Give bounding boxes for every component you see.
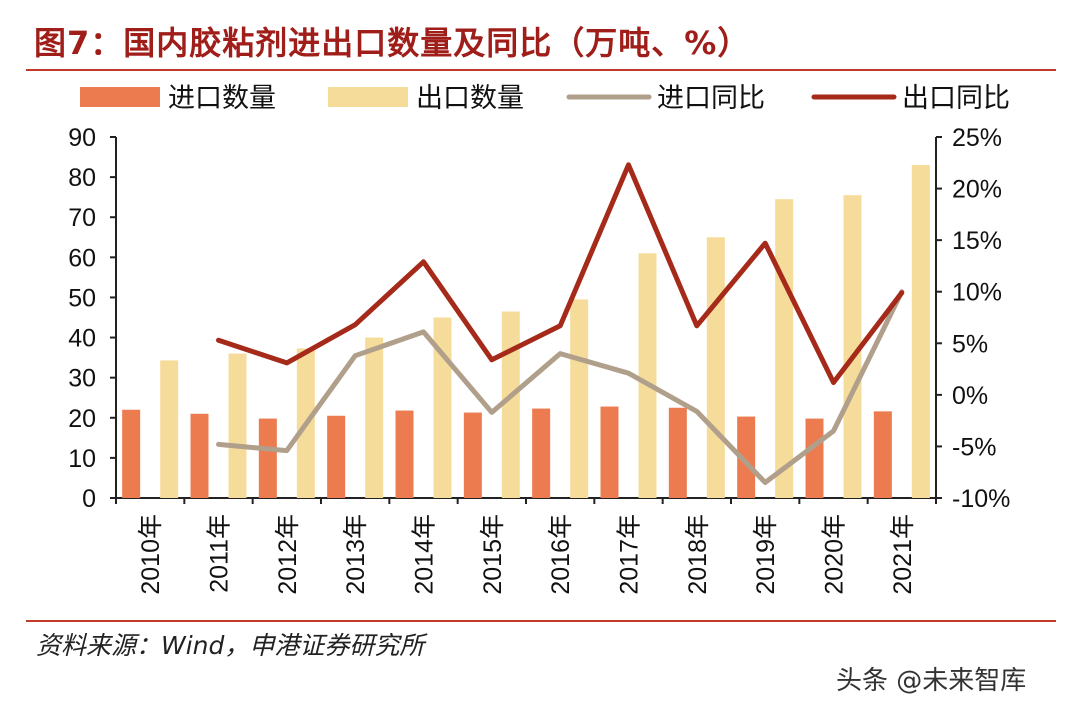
right-tick-label: -5%	[952, 433, 996, 461]
import-qty-bar	[873, 411, 892, 498]
import-qty-bar	[258, 418, 277, 498]
watermark: 头条 @未来智库	[836, 666, 1027, 696]
export-qty-bar	[638, 253, 657, 498]
export-qty-bar	[228, 353, 247, 498]
x-tick-label: 2017年	[616, 514, 644, 595]
legend-import-yoy-label: 进口同比	[657, 83, 765, 114]
import-qty-bar	[463, 412, 482, 498]
export-qty-bar	[501, 311, 520, 498]
left-tick-label: 40	[68, 325, 96, 353]
x-tick-label: 2011年	[206, 514, 234, 593]
export-qty-bar	[775, 199, 794, 498]
import-qty-bar	[190, 413, 209, 498]
left-tick-label: 10	[68, 445, 96, 473]
legend-export-yoy-label: 出口同比	[902, 83, 1010, 114]
x-tick-label: 2018年	[684, 514, 712, 595]
x-tick-label: 2021年	[889, 514, 917, 595]
import-qty-bar	[668, 407, 687, 498]
export-qty-bar	[706, 237, 725, 498]
legend-export-qty-label: 出口数量	[416, 83, 524, 114]
lines	[216, 162, 905, 485]
x-tick-label: 2015年	[479, 514, 507, 595]
chart-svg: 进口数量 出口数量 进口同比 出口同比 0 10 20 30 40 50 60 70 80 90 -10%…	[68, 83, 1010, 595]
export-qty-bar	[160, 360, 179, 498]
legend-import-qty-label: 进口数量	[168, 83, 276, 114]
left-tick-label: 60	[68, 244, 96, 272]
right-tick-label: 15%	[952, 227, 1002, 255]
left-tick-label: 80	[68, 164, 96, 192]
right-tick-label: 5%	[952, 330, 988, 358]
export-yoy-line	[216, 162, 905, 385]
x-tick-label: 2019年	[752, 514, 780, 595]
left-tick-label: 90	[68, 124, 96, 152]
left-tick-label: 30	[68, 365, 96, 393]
chart-title: 图7：国内胶粘剂进出口数量及同比（万吨、%）	[34, 24, 751, 62]
axes: 0 10 20 30 40 50 60 70 80 90 -10% -5% 0% 5% 10% 15% 20% 2…	[68, 124, 1010, 595]
right-tick-label: 10%	[952, 279, 1002, 307]
export-qty-bar	[365, 337, 384, 498]
bars	[122, 165, 930, 499]
title-divider	[26, 69, 1056, 71]
x-tick-label: 2013年	[342, 514, 370, 595]
import-qty-bar	[327, 415, 346, 498]
right-tick-label: 25%	[952, 124, 1002, 152]
x-tick-label: 2016年	[547, 514, 575, 595]
x-tick-label: 2010年	[137, 514, 165, 595]
right-tick-label: 0%	[952, 382, 988, 410]
legend-export-qty-swatch	[328, 87, 408, 107]
import-qty-bar	[805, 418, 824, 498]
left-tick-label: 20	[68, 405, 96, 433]
left-tick-label: 0	[82, 485, 96, 513]
x-tick-label: 2012年	[274, 514, 302, 595]
left-tick-label: 70	[68, 204, 96, 232]
import-yoy-line	[216, 289, 905, 485]
export-qty-bar	[911, 165, 930, 499]
x-tick-label: 2014年	[411, 514, 439, 595]
source-note: 资料来源：Wind，申港证券研究所	[36, 631, 425, 660]
import-qty-bar	[395, 410, 414, 498]
import-qty-bar	[532, 408, 551, 498]
legend: 进口数量 出口数量 进口同比 出口同比	[80, 83, 1010, 114]
import-qty-bar	[600, 406, 619, 498]
right-tick-label: -10%	[952, 485, 1010, 513]
right-tick-label: 20%	[952, 176, 1002, 204]
legend-import-qty-swatch	[80, 87, 160, 107]
x-tick-label: 2020年	[821, 514, 849, 595]
export-qty-bar	[570, 299, 589, 498]
left-tick-label: 50	[68, 284, 96, 312]
import-qty-bar	[122, 409, 141, 498]
import-qty-bar	[737, 416, 756, 498]
source-divider	[26, 620, 1056, 622]
export-qty-bar	[843, 195, 862, 498]
